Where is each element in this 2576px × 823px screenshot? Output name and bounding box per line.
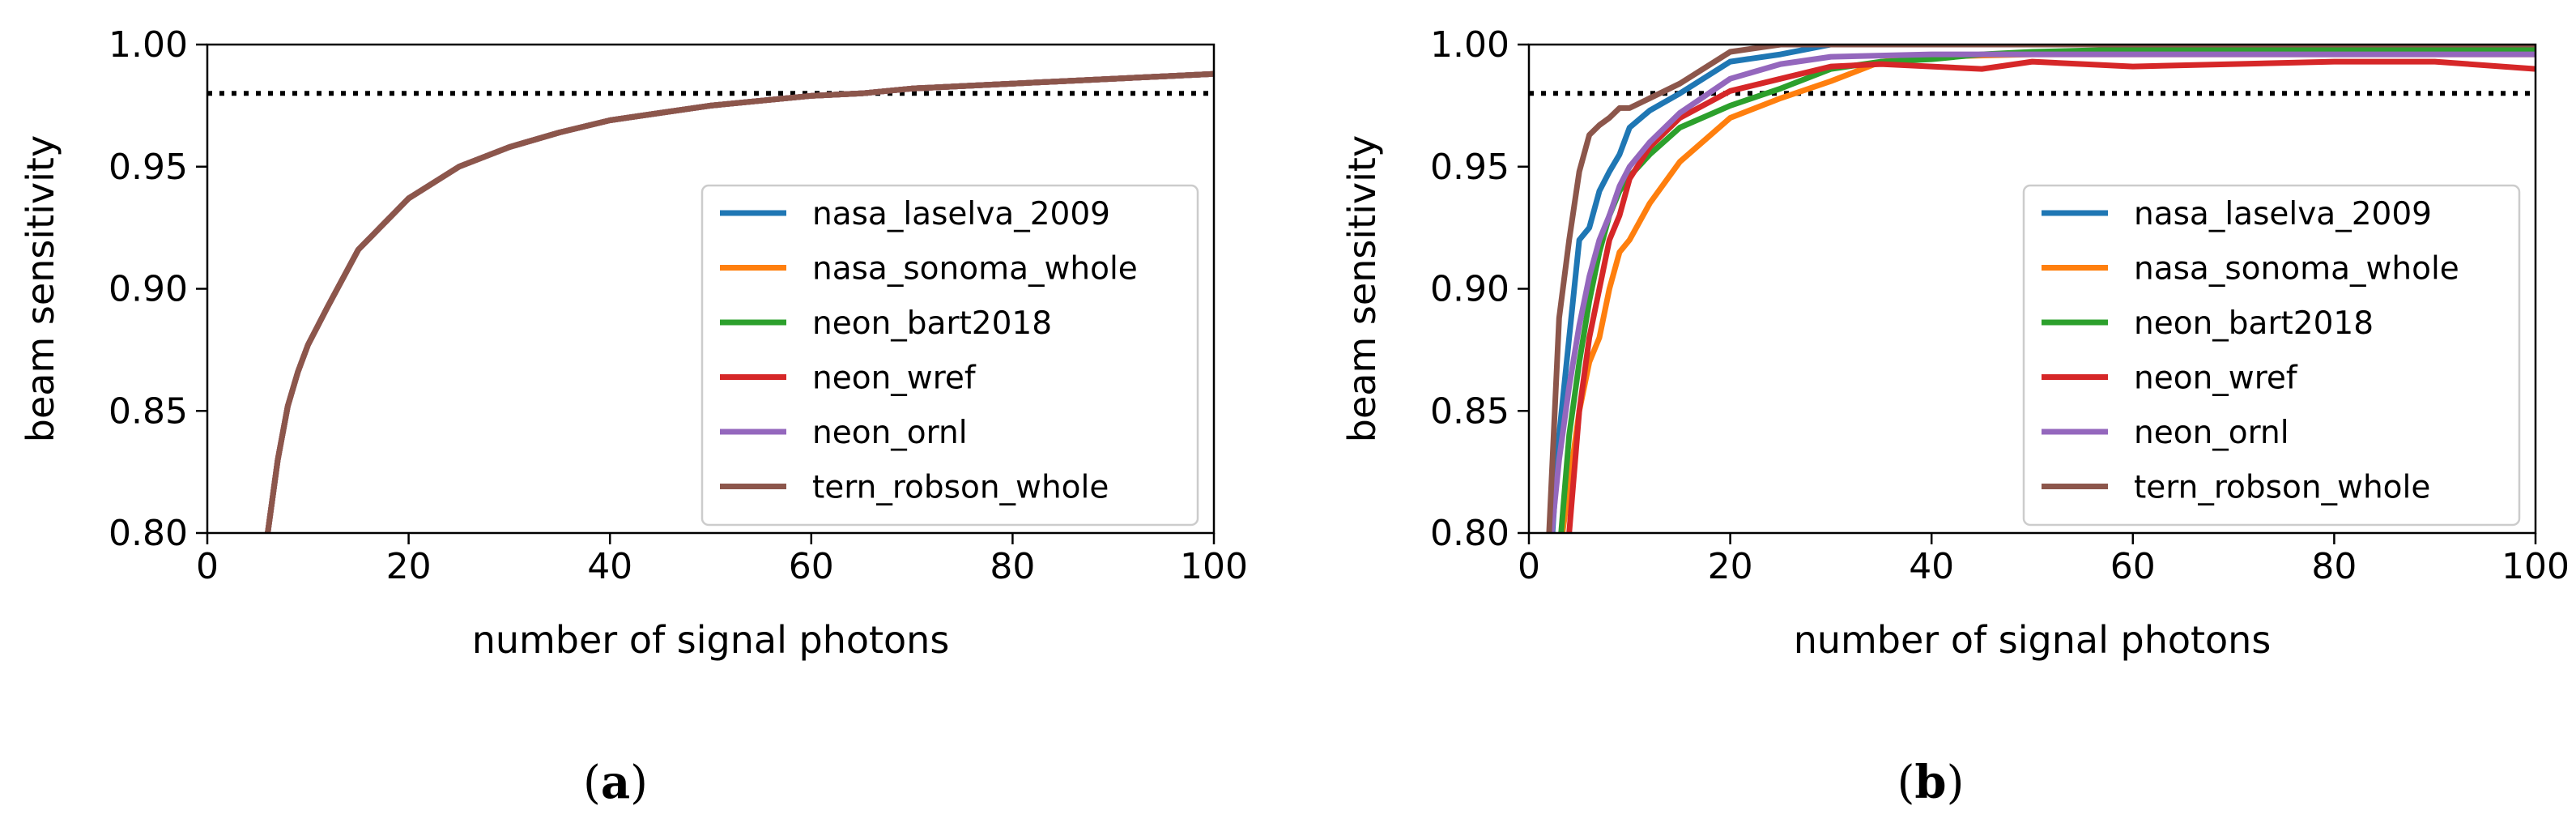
- y-tick-label: 0.80: [109, 513, 188, 554]
- x-axis-label: number of signal photons: [472, 618, 950, 662]
- y-tick-label: 0.95: [109, 147, 188, 188]
- y-axis-label: beam sensitivity: [1340, 135, 1384, 442]
- legend-entry-neon_bart2018: neon_bart2018: [812, 305, 1052, 342]
- x-tick-label: 20: [1708, 546, 1753, 587]
- y-tick-label: 1.00: [109, 24, 188, 66]
- panel-caption: (b): [1897, 756, 1965, 809]
- chart-panel-a: 0 20 40 60 80 100 0.80 0.85 0.90 0.95 1.00 number o…: [19, 24, 1248, 809]
- y-tick-label: 1.00: [1430, 24, 1509, 66]
- legend: nasa_laselva_2009 nasa_sonoma_whole neon_b…: [2022, 184, 2521, 527]
- series-line-tern_robson_whole: [1546, 45, 2536, 533]
- legend-entry-neon_ornl: neon_ornl: [812, 415, 968, 451]
- x-tick-label: 100: [1180, 546, 1248, 587]
- x-tick-label: 0: [1518, 546, 1540, 587]
- y-tick-label: 0.85: [109, 390, 188, 432]
- y-tick-label: 0.85: [1430, 390, 1509, 432]
- legend-entry-nasa_sonoma_whole: nasa_sonoma_whole: [2134, 251, 2459, 288]
- x-tick-label: 80: [990, 546, 1035, 587]
- legend-entry-neon_bart2018: neon_bart2018: [2134, 305, 2374, 342]
- x-tick-label: 80: [2311, 546, 2357, 587]
- legend-entry-nasa_sonoma_whole: nasa_sonoma_whole: [812, 251, 1138, 288]
- x-axis-label: number of signal photons: [1794, 618, 2272, 662]
- series-line-nasa_laselva_2009: [1549, 45, 2536, 533]
- x-tick-label: 20: [386, 546, 432, 587]
- x-tick-label: 100: [2501, 546, 2570, 587]
- legend-box: [700, 184, 1199, 527]
- chart-panel-b: 0 20 40 60 80 100 0.80 0.85 0.90 0.95 1.00 number o…: [1340, 24, 2570, 809]
- legend-box: [2022, 184, 2521, 527]
- legend-entry-nasa_laselva_2009: nasa_laselva_2009: [2134, 196, 2432, 232]
- x-tick-label: 0: [196, 546, 219, 587]
- y-tick-label: 0.95: [1430, 147, 1509, 188]
- legend-entry-neon_wref: neon_wref: [2134, 360, 2298, 397]
- x-tick-label: 40: [1909, 546, 1954, 587]
- y-tick-label: 0.90: [109, 269, 188, 310]
- y-tick-label: 0.90: [1430, 269, 1509, 310]
- series-line-neon_wref: [1566, 58, 2536, 533]
- x-tick-label: 60: [2110, 546, 2156, 587]
- legend: nasa_laselva_2009 nasa_sonoma_whole neon_b…: [700, 184, 1199, 527]
- legend-entry-tern_robson_whole: tern_robson_whole: [812, 470, 1109, 506]
- y-axis-label: beam sensitivity: [19, 135, 62, 442]
- x-tick-label: 40: [587, 546, 632, 587]
- legend-entry-tern_robson_whole: tern_robson_whole: [2134, 470, 2430, 506]
- legend-entry-nasa_laselva_2009: nasa_laselva_2009: [812, 196, 1110, 232]
- legend-entry-neon_wref: neon_wref: [812, 360, 977, 397]
- series-group: [265, 70, 1214, 533]
- series-line-neon_bart2018: [1558, 46, 2536, 533]
- series-line-neon_ornl: [1548, 51, 2536, 533]
- series-line-tern_robson_whole: [265, 70, 1214, 533]
- series-group: [1546, 45, 2536, 533]
- panel-caption: (a): [583, 756, 648, 809]
- legend-entry-neon_ornl: neon_ornl: [2134, 415, 2289, 451]
- x-tick-label: 60: [789, 546, 834, 587]
- y-tick-label: 0.80: [1430, 513, 1509, 554]
